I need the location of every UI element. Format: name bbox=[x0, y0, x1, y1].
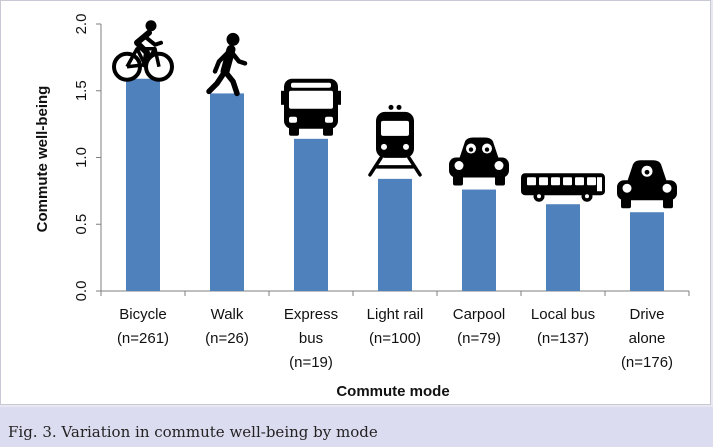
bar bbox=[630, 212, 664, 291]
local-bus-icon bbox=[521, 173, 605, 202]
category-label: Express bbox=[284, 306, 338, 323]
bar bbox=[294, 138, 328, 291]
bars-group bbox=[126, 78, 664, 291]
category-label: (n=100) bbox=[369, 330, 421, 347]
walking-person-icon bbox=[206, 32, 248, 97]
figure-frame: Commute well-being Commute mode 0.0 0.5 1.… bbox=[0, 0, 711, 405]
bar bbox=[126, 78, 160, 291]
bar bbox=[546, 204, 580, 291]
x-axis-title: Commute mode bbox=[336, 383, 449, 400]
y-axis-title: Commute well-being bbox=[34, 86, 51, 233]
category-label: (n=26) bbox=[205, 330, 249, 347]
axis-group: 0.0 0.5 1.0 1.5 2.0 bbox=[73, 14, 690, 302]
category-label: Bicycle bbox=[119, 306, 167, 323]
carpool-car-icon bbox=[449, 137, 509, 186]
category-label: alone bbox=[629, 330, 666, 347]
category-label: (n=261) bbox=[117, 330, 169, 347]
y-tick-label: 1.5 bbox=[73, 80, 90, 101]
figure-caption: Fig. 3. Variation in commute well-being … bbox=[8, 423, 378, 441]
caption-bar: Fig. 3. Variation in commute well-being … bbox=[0, 407, 713, 447]
bar bbox=[210, 93, 244, 291]
category-label: (n=79) bbox=[457, 330, 501, 347]
y-tick-label: 2.0 bbox=[73, 14, 90, 35]
category-label: Light rail bbox=[367, 306, 424, 323]
category-label: (n=19) bbox=[289, 354, 333, 371]
drive-alone-car-icon bbox=[617, 160, 677, 209]
category-label: Carpool bbox=[453, 306, 506, 323]
category-label: (n=176) bbox=[621, 354, 673, 371]
bicycle-icon bbox=[112, 20, 174, 82]
category-label: (n=137) bbox=[537, 330, 589, 347]
express-bus-icon bbox=[281, 78, 341, 136]
category-labels: Bicycle (n=261) Walk (n=26) Express bus (n=19)… bbox=[117, 306, 673, 371]
category-label: Walk bbox=[211, 306, 244, 323]
category-label: Drive bbox=[629, 306, 664, 323]
y-tick-label: 0.0 bbox=[73, 281, 90, 302]
icons-group bbox=[112, 20, 677, 209]
y-tick-label: 1.0 bbox=[73, 147, 90, 168]
category-label: bus bbox=[299, 330, 323, 347]
y-tick-label: 0.5 bbox=[73, 214, 90, 235]
light-rail-train-icon bbox=[368, 104, 422, 177]
category-label: Local bus bbox=[531, 306, 595, 323]
bar bbox=[378, 178, 412, 291]
bar-chart: Commute well-being Commute mode 0.0 0.5 1.… bbox=[34, 14, 690, 400]
bar bbox=[462, 189, 496, 291]
